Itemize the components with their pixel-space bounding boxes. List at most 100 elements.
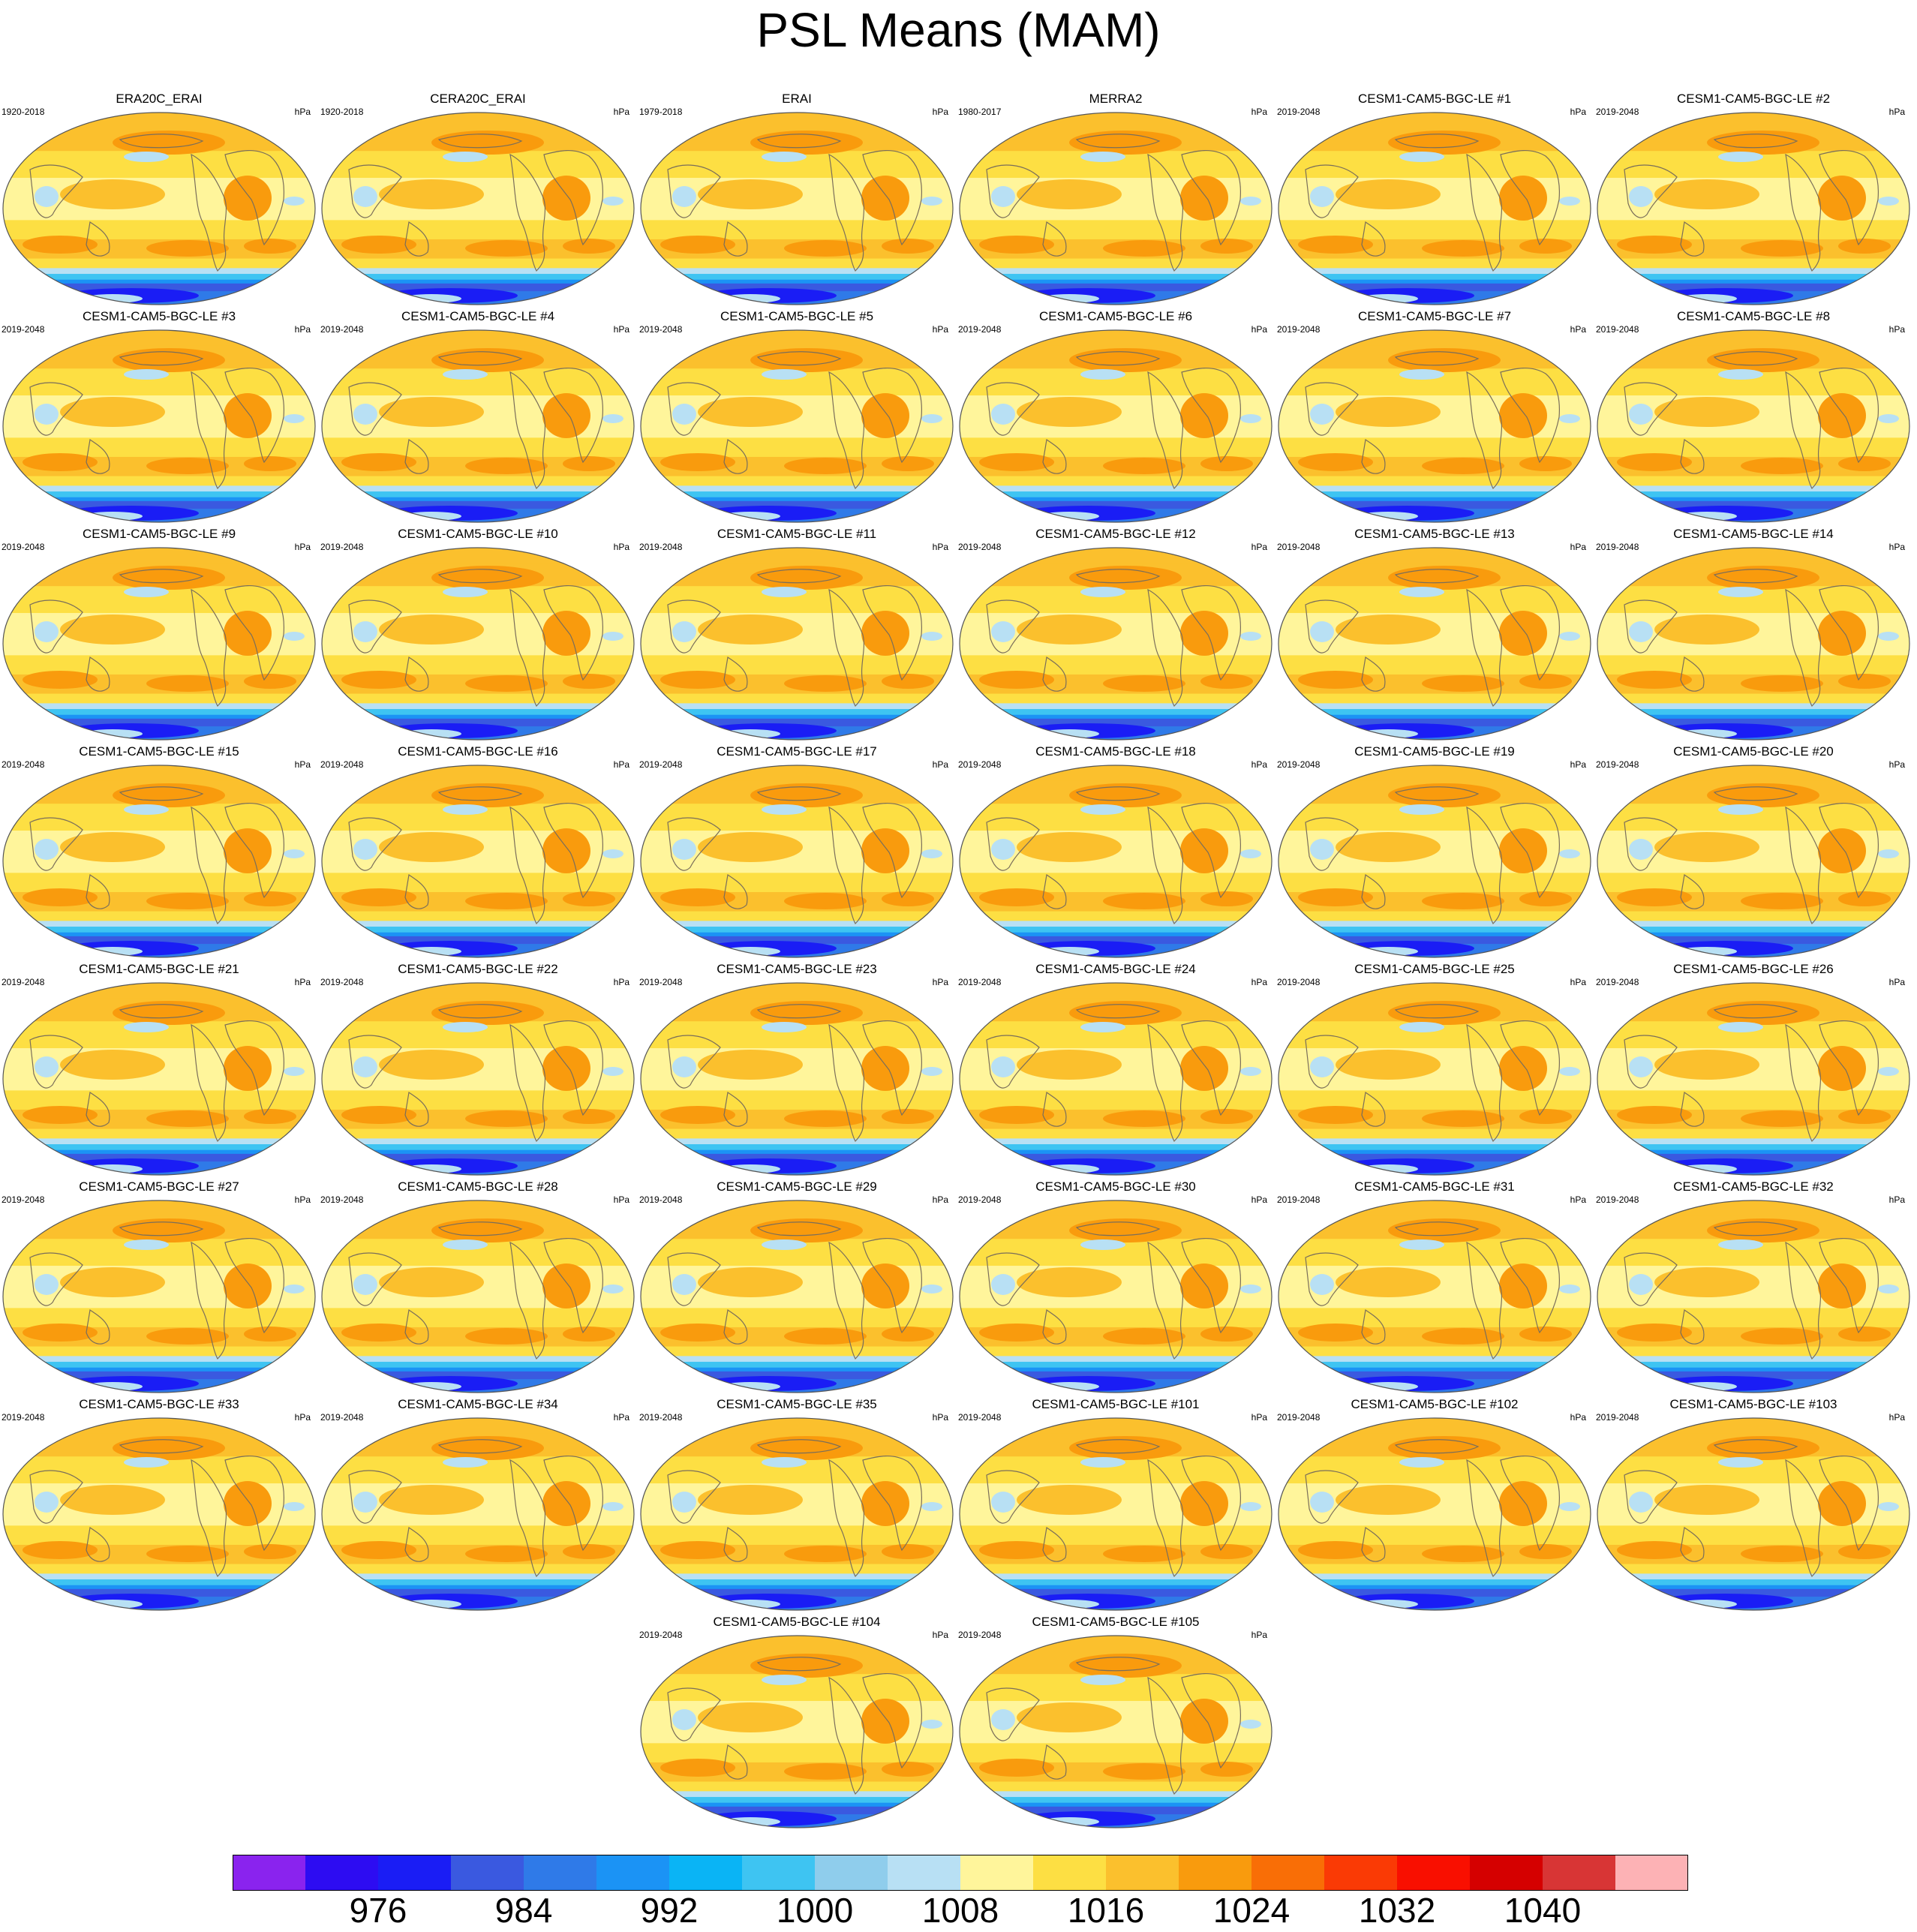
- pressure-band: [960, 1564, 1272, 1574]
- pressure-band: [1279, 1588, 1591, 1597]
- pressure-band: [322, 476, 634, 486]
- pressure-band: [960, 709, 1272, 716]
- map-outline: [2, 982, 316, 1176]
- pressure-cell: [563, 1327, 615, 1342]
- coastline: [1042, 1526, 1067, 1562]
- coastline: [1785, 1023, 1822, 1142]
- map-outline: [1597, 765, 1910, 958]
- coastline: [1042, 438, 1067, 474]
- coastline: [1680, 221, 1705, 257]
- map-outline: [640, 982, 954, 1176]
- pressure-cell: [1818, 176, 1866, 221]
- pressure-cell: [224, 611, 272, 656]
- pressure-band: [641, 1356, 953, 1363]
- coastline: [723, 656, 748, 692]
- pressure-cell: [341, 1106, 416, 1124]
- coastline: [1305, 599, 1359, 654]
- coastline: [1624, 1035, 1678, 1089]
- map-panel: CESM1-CAM5-BGC-LE #105 2019-2048 hPa: [957, 1615, 1275, 1832]
- pressure-band: [3, 548, 315, 563]
- pressure-cell: [1240, 197, 1261, 206]
- coastline: [862, 367, 923, 464]
- pressure-cell: [1069, 1654, 1182, 1678]
- coastline: [437, 351, 523, 366]
- coastline: [756, 1004, 842, 1019]
- psl-map: [1597, 329, 1910, 523]
- pressure-cell: [762, 587, 807, 597]
- pressure-band: [1597, 268, 1909, 275]
- colorbar-tick-label: 976: [349, 1891, 407, 1930]
- pressure-cell: [1310, 404, 1334, 425]
- psl-map: [1597, 765, 1910, 958]
- pressure-band: [3, 1564, 315, 1574]
- psl-map: [2, 1417, 316, 1611]
- pressure-cell: [1310, 186, 1334, 207]
- pressure-band: [641, 1371, 953, 1380]
- coastline: [667, 817, 721, 871]
- pressure-cell: [1519, 1109, 1572, 1124]
- coastline: [1819, 1455, 1879, 1552]
- psl-map: [2, 547, 316, 741]
- pressure-band: [960, 283, 1272, 292]
- pressure-cell: [979, 671, 1054, 689]
- pressure-cell: [1017, 1267, 1122, 1297]
- pressure-cell: [921, 1284, 942, 1294]
- pressure-band: [960, 703, 1272, 710]
- pressure-band: [1597, 927, 1909, 933]
- coastline: [1394, 786, 1480, 801]
- pressure-cell: [341, 1324, 416, 1342]
- coastline: [1713, 569, 1798, 584]
- coastline: [509, 1023, 546, 1142]
- pressure-band: [1597, 936, 1909, 945]
- map-panel: CESM1-CAM5-BGC-LE #103 2019-2048 hPa: [1594, 1397, 1912, 1615]
- map-outline: [2, 547, 316, 741]
- coastline: [29, 1035, 83, 1089]
- panel-period: 2019-2048: [320, 1194, 364, 1205]
- coastline: [986, 382, 1040, 436]
- panel-units: hPa: [294, 759, 311, 770]
- pressure-cell: [1310, 1492, 1334, 1513]
- panel-units: hPa: [1570, 324, 1586, 335]
- map-outline: [321, 765, 635, 958]
- pressure-cell: [1422, 1546, 1504, 1562]
- pressure-cell: [431, 1436, 544, 1460]
- colorbar-swatch: [1470, 1855, 1543, 1891]
- psl-map: [1278, 765, 1591, 958]
- pressure-band: [322, 921, 634, 927]
- pressure-cell: [1298, 236, 1373, 254]
- pressure-cell: [465, 240, 548, 257]
- coastline: [404, 1309, 429, 1345]
- pressure-band: [1597, 485, 1909, 492]
- pressure-band: [1597, 693, 1909, 704]
- pressure-cell: [244, 456, 296, 471]
- pressure-cell: [861, 393, 909, 438]
- coastline: [348, 1470, 402, 1524]
- pressure-band: [1597, 500, 1909, 509]
- pressure-band: [1597, 921, 1909, 927]
- pressure-cell: [921, 632, 942, 641]
- coastline: [119, 1221, 204, 1236]
- coastline: [437, 786, 523, 801]
- panel-period: 2019-2048: [1277, 977, 1321, 987]
- pressure-cell: [602, 1067, 623, 1076]
- pressure-cell: [861, 1481, 909, 1526]
- coastline: [828, 806, 865, 924]
- pressure-cell: [1718, 804, 1763, 815]
- colorbar-swatch: [1033, 1855, 1107, 1891]
- pressure-cell: [1741, 1110, 1823, 1127]
- panel-period: 2019-2048: [1596, 1194, 1639, 1205]
- pressure-cell: [762, 152, 807, 162]
- pressure-cell: [113, 348, 225, 372]
- pressure-cell: [1388, 1218, 1501, 1242]
- pressure-cell: [1103, 1546, 1185, 1562]
- psl-map: [2, 982, 316, 1176]
- pressure-cell: [1838, 891, 1891, 906]
- panel-title: CESM1-CAM5-BGC-LE #103: [1669, 1397, 1837, 1411]
- panel-units: hPa: [1888, 542, 1905, 552]
- pressure-cell: [1741, 240, 1823, 257]
- colorbar-swatch: [742, 1855, 816, 1891]
- pressure-band: [641, 548, 953, 563]
- coastline: [723, 873, 748, 909]
- panel-period: 2019-2048: [958, 977, 1002, 987]
- pressure-cell: [379, 832, 484, 862]
